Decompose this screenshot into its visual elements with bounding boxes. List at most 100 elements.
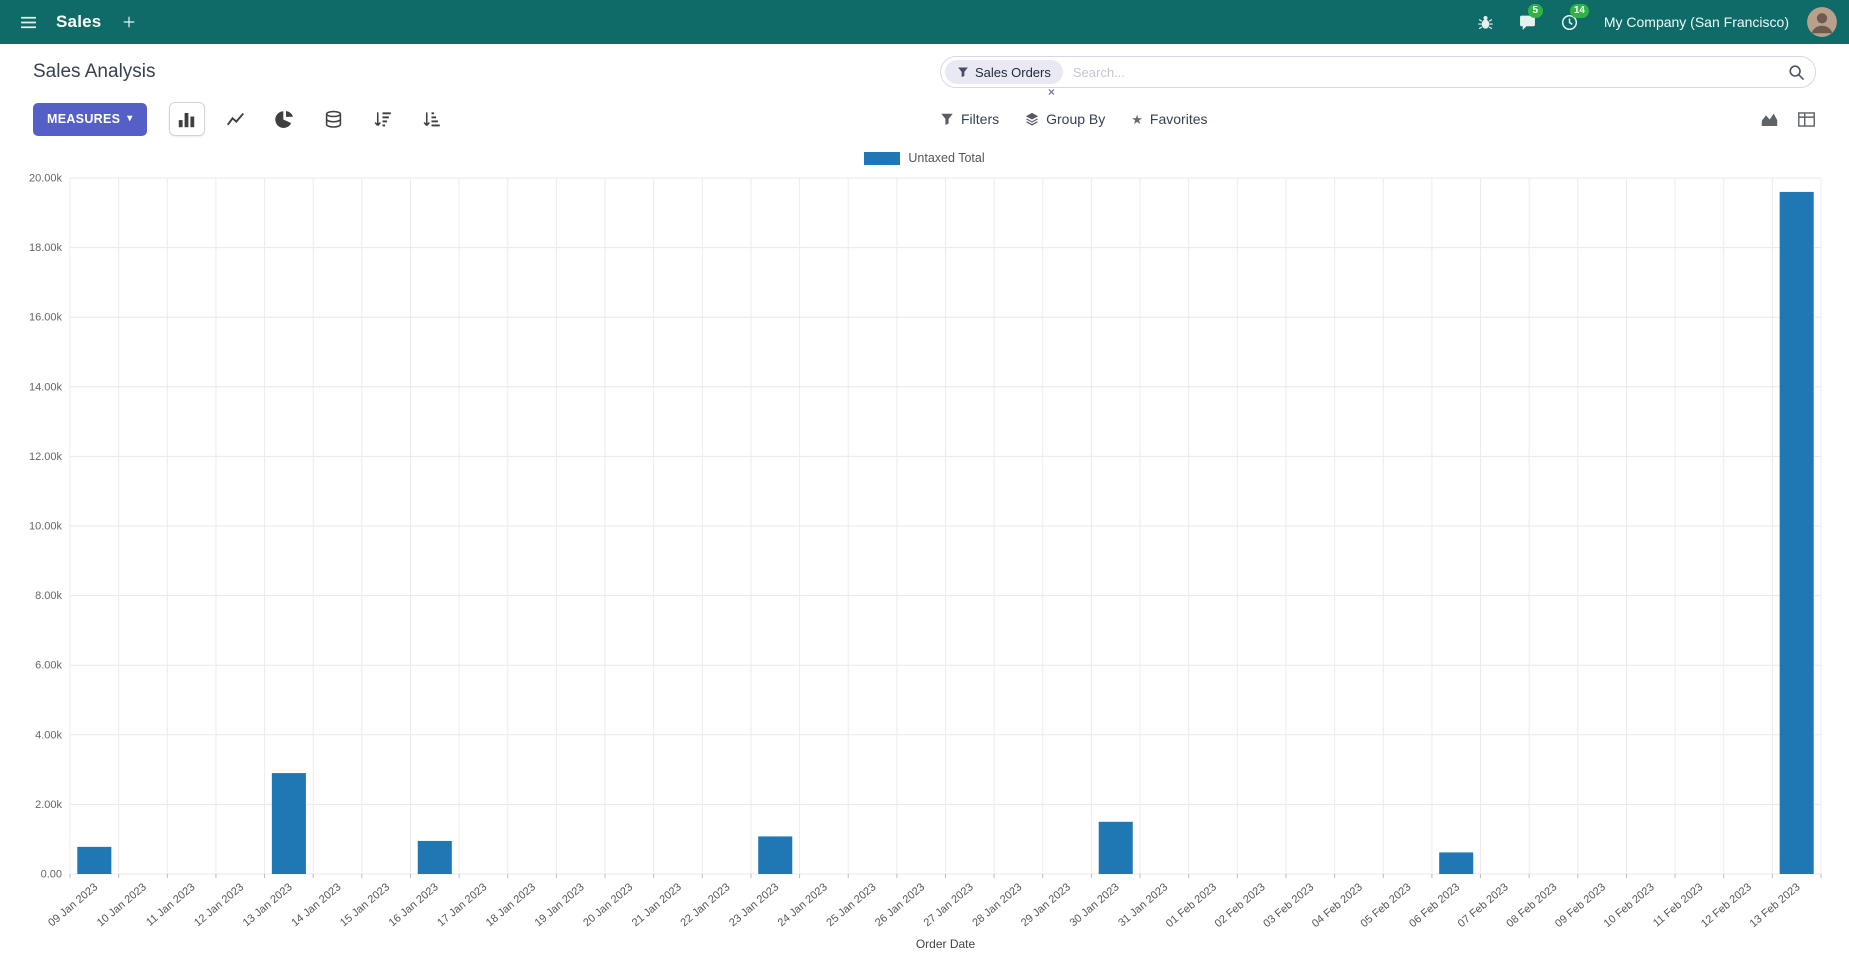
search-bar[interactable]: Sales Orders ×	[940, 56, 1816, 98]
y-tick-label: 10.00k	[29, 521, 63, 533]
search-facet-label: Sales Orders	[975, 64, 1051, 80]
group-by-label: Group By	[1046, 111, 1106, 127]
top-navbar: Sales 5 14 My Company (San Francisc	[0, 0, 1849, 44]
chart-type-toggles	[168, 102, 450, 136]
user-avatar[interactable]	[1807, 7, 1837, 37]
search-facet: Sales Orders	[945, 60, 1063, 84]
sort-ascending-icon	[423, 111, 440, 126]
x-tick-label: 13 Feb 2023	[1748, 881, 1803, 930]
bar[interactable]	[1439, 852, 1474, 874]
stacked-toggle-button[interactable]	[316, 102, 352, 136]
messages-button[interactable]: 5	[1516, 4, 1543, 34]
y-tick-label: 2.00k	[35, 799, 62, 811]
filters-funnel-icon	[941, 113, 953, 125]
bar[interactable]	[1098, 821, 1133, 874]
measures-label: MEASURES	[47, 112, 121, 126]
search-facet-wrap: Sales Orders ×	[945, 60, 1063, 98]
bar-chart-button[interactable]	[168, 102, 205, 136]
y-tick-label: 6.00k	[35, 660, 62, 672]
y-tick-label: 20.00k	[29, 173, 63, 185]
x-tick-label: 27 Jan 2023	[922, 881, 976, 929]
x-tick-label: 22 Jan 2023	[678, 881, 732, 929]
x-tick-label: 21 Jan 2023	[630, 881, 684, 929]
legend-swatch	[864, 151, 901, 165]
search-input[interactable]	[1070, 63, 1788, 81]
area-chart-icon	[1761, 113, 1778, 126]
apps-menu-button[interactable]	[16, 10, 40, 34]
x-tick-label: 16 Jan 2023	[387, 881, 441, 929]
x-tick-label: 01 Feb 2023	[1164, 881, 1219, 930]
x-tick-label: 31 Jan 2023	[1116, 881, 1170, 929]
x-tick-label: 10 Jan 2023	[95, 881, 149, 929]
sort-ascending-button[interactable]	[414, 102, 450, 136]
new-window-button[interactable]	[117, 10, 141, 34]
x-tick-label: 08 Feb 2023	[1504, 881, 1559, 930]
filter-funnel-icon	[958, 67, 968, 78]
star-icon: ★	[1131, 111, 1143, 127]
chart-legend: Untaxed Total	[0, 144, 1849, 172]
x-tick-label: 10 Feb 2023	[1602, 881, 1657, 930]
x-tick-label: 12 Feb 2023	[1699, 881, 1754, 930]
hamburger-icon	[20, 16, 36, 28]
y-tick-label: 4.00k	[35, 729, 62, 741]
y-tick-label: 18.00k	[29, 242, 63, 254]
company-menu[interactable]: My Company (San Francisco)	[1603, 14, 1789, 30]
x-axis-title: Order Date	[916, 937, 976, 951]
search-submit[interactable]	[1788, 64, 1805, 81]
facet-remove-button[interactable]: ×	[1047, 85, 1055, 99]
line-chart-button[interactable]	[218, 102, 254, 136]
bar[interactable]	[1779, 191, 1814, 875]
x-tick-label: 20 Jan 2023	[581, 881, 635, 929]
pie-chart-icon	[275, 110, 294, 128]
bar[interactable]	[758, 836, 793, 874]
x-tick-label: 23 Jan 2023	[727, 881, 781, 929]
clock-icon	[1562, 14, 1578, 30]
x-tick-label: 30 Jan 2023	[1068, 881, 1122, 929]
search-icon	[1789, 64, 1805, 80]
x-tick-label: 24 Jan 2023	[776, 881, 830, 929]
filters-button[interactable]: Filters	[940, 111, 999, 127]
x-tick-label: 06 Feb 2023	[1407, 881, 1462, 930]
breadcrumb-area: Sales Analysis	[33, 61, 940, 83]
filter-group: Filters Group By ★ Favorites	[940, 111, 1208, 127]
x-tick-label: 07 Feb 2023	[1456, 881, 1511, 930]
topbar-right: 5 14 My Company (San Francisco)	[1474, 4, 1837, 37]
x-tick-label: 09 Jan 2023	[46, 881, 100, 929]
x-tick-label: 11 Jan 2023	[144, 881, 197, 929]
layers-icon	[1026, 112, 1039, 126]
group-by-button[interactable]: Group By	[1025, 111, 1105, 127]
debug-button[interactable]	[1474, 10, 1498, 34]
x-tick-label: 02 Feb 2023	[1213, 881, 1268, 930]
pivot-view-button[interactable]	[1797, 110, 1816, 129]
x-tick-label: 11 Feb 2023	[1651, 881, 1705, 929]
legend-item[interactable]: Untaxed Total	[864, 151, 985, 165]
pie-chart-button[interactable]	[267, 102, 303, 136]
y-tick-label: 12.00k	[29, 451, 63, 463]
x-tick-label: 15 Jan 2023	[338, 881, 392, 929]
favorites-button[interactable]: ★ Favorites	[1131, 111, 1207, 127]
sort-descending-button[interactable]	[365, 102, 401, 136]
x-tick-label: 28 Jan 2023	[970, 881, 1024, 929]
y-tick-label: 14.00k	[29, 381, 63, 393]
bar[interactable]	[271, 773, 306, 874]
x-tick-label: 12 Jan 2023	[192, 881, 246, 929]
bar[interactable]	[77, 846, 112, 874]
measures-button[interactable]: MEASURES ▾	[33, 102, 147, 136]
topbar-left: Sales	[16, 10, 141, 34]
view-switcher	[1760, 110, 1816, 129]
sales-analysis-chart[interactable]: 0.00 2.00k 4.00k 6.00k 8.00k 10.00k 12.00k 14.0…	[0, 172, 1849, 958]
activities-button[interactable]: 14	[1558, 4, 1589, 34]
filters-label: Filters	[961, 111, 1000, 127]
x-tick-label: 05 Feb 2023	[1358, 881, 1413, 930]
control-panel-top-row: Sales Analysis Sales Orders ×	[0, 44, 1849, 98]
x-tick-label: 19 Jan 2023	[533, 881, 587, 929]
app-name[interactable]: Sales	[56, 12, 102, 31]
sort-descending-icon	[374, 111, 391, 126]
x-tick-label: 04 Feb 2023	[1310, 881, 1365, 930]
x-tick-label: 09 Feb 2023	[1553, 881, 1608, 930]
y-tick-label: 0.00	[41, 869, 62, 881]
graph-view-button[interactable]	[1760, 110, 1779, 129]
chart-controls: MEASURES ▾	[33, 102, 940, 136]
bar[interactable]	[417, 840, 452, 874]
line-chart-icon	[227, 112, 245, 125]
